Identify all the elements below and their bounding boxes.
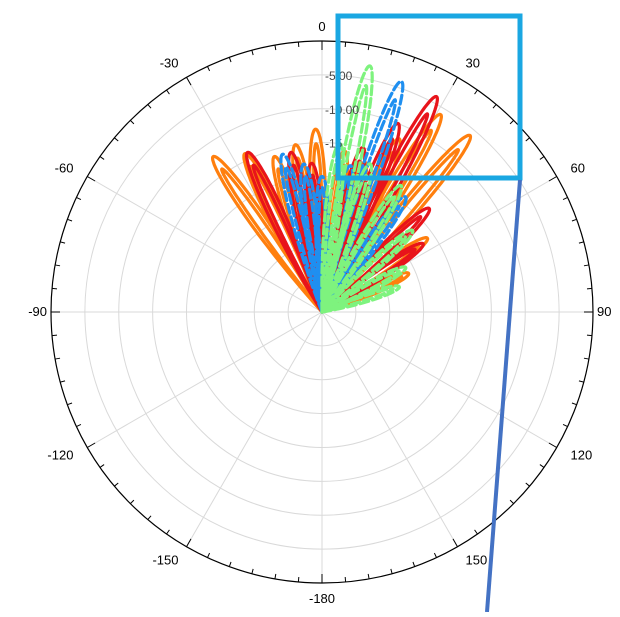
angle-tick-label: 120 <box>571 448 593 463</box>
angle-tick-label: -180 <box>309 591 335 606</box>
angle-tick <box>187 539 192 547</box>
angle-tick <box>100 157 104 160</box>
angle-tick <box>55 265 60 266</box>
angle-tick <box>275 574 276 579</box>
angle-tick <box>572 403 577 405</box>
angle-tick <box>493 104 496 108</box>
angle-tick <box>252 569 253 574</box>
angle-tick-label: -120 <box>47 448 73 463</box>
angle-tick <box>549 443 557 448</box>
angle-tick <box>475 90 478 94</box>
angle-tick <box>453 77 458 85</box>
angle-tick <box>187 77 192 85</box>
angle-tick <box>572 219 577 221</box>
angle-tick <box>207 66 209 71</box>
angle-tick <box>114 483 118 486</box>
angle-tick <box>579 242 584 243</box>
angle-tick <box>510 120 514 124</box>
angle-tick <box>130 500 134 504</box>
angle-tick <box>67 403 72 405</box>
angle-tick <box>114 138 118 141</box>
angle-tick <box>563 197 568 199</box>
angle-tick-label: 150 <box>466 553 488 568</box>
grid-spoke <box>187 312 323 547</box>
angle-tick <box>368 574 369 579</box>
angle-tick <box>148 104 151 108</box>
angle-tick <box>229 562 231 567</box>
angle-tick <box>87 443 95 448</box>
radial-tick-label: -10.00 <box>325 103 359 117</box>
angle-tick <box>579 381 584 382</box>
angle-tick <box>540 465 544 468</box>
angle-tick <box>167 530 170 534</box>
angle-tick <box>275 45 276 50</box>
angle-tick-label: -90 <box>28 304 47 319</box>
angle-tick <box>453 539 458 547</box>
angle-tick <box>368 45 369 50</box>
angle-tick <box>413 562 415 567</box>
angle-tick <box>229 57 231 62</box>
angle-tick <box>391 50 392 55</box>
angle-tick <box>148 516 151 520</box>
angle-tick <box>87 177 95 182</box>
angle-tick-label: 30 <box>466 55 480 70</box>
angle-tick <box>252 50 253 55</box>
angle-tick <box>584 358 589 359</box>
angle-tick <box>76 424 81 426</box>
grid-spoke <box>322 312 557 448</box>
angle-tick <box>475 530 478 534</box>
angle-tick-label: -150 <box>152 553 178 568</box>
angle-tick <box>526 138 530 141</box>
angle-tick <box>60 242 65 243</box>
angle-tick <box>100 465 104 468</box>
angle-tick <box>55 358 60 359</box>
angle-tick <box>510 500 514 504</box>
angle-tick <box>584 265 589 266</box>
angle-tick <box>207 553 209 558</box>
angle-tick-label: 0 <box>318 19 325 34</box>
grid-spoke <box>87 312 322 448</box>
grid-spoke <box>322 312 458 547</box>
angle-tick <box>60 381 65 382</box>
angle-tick <box>540 157 544 160</box>
angle-tick <box>130 120 134 124</box>
angle-tick-label: -30 <box>160 55 179 70</box>
angle-tick <box>413 57 415 62</box>
angle-tick-label: -60 <box>55 161 74 176</box>
angle-tick <box>526 483 530 486</box>
angle-tick-label: 60 <box>571 161 585 176</box>
angle-tick <box>434 553 436 558</box>
angle-tick <box>391 569 392 574</box>
angle-tick <box>563 424 568 426</box>
angle-tick <box>76 197 81 199</box>
leader-line <box>487 180 520 612</box>
angle-tick <box>67 219 72 221</box>
angle-tick-label: 90 <box>597 304 611 319</box>
angle-tick <box>549 177 557 182</box>
angle-tick <box>434 66 436 71</box>
angle-tick <box>167 90 170 94</box>
